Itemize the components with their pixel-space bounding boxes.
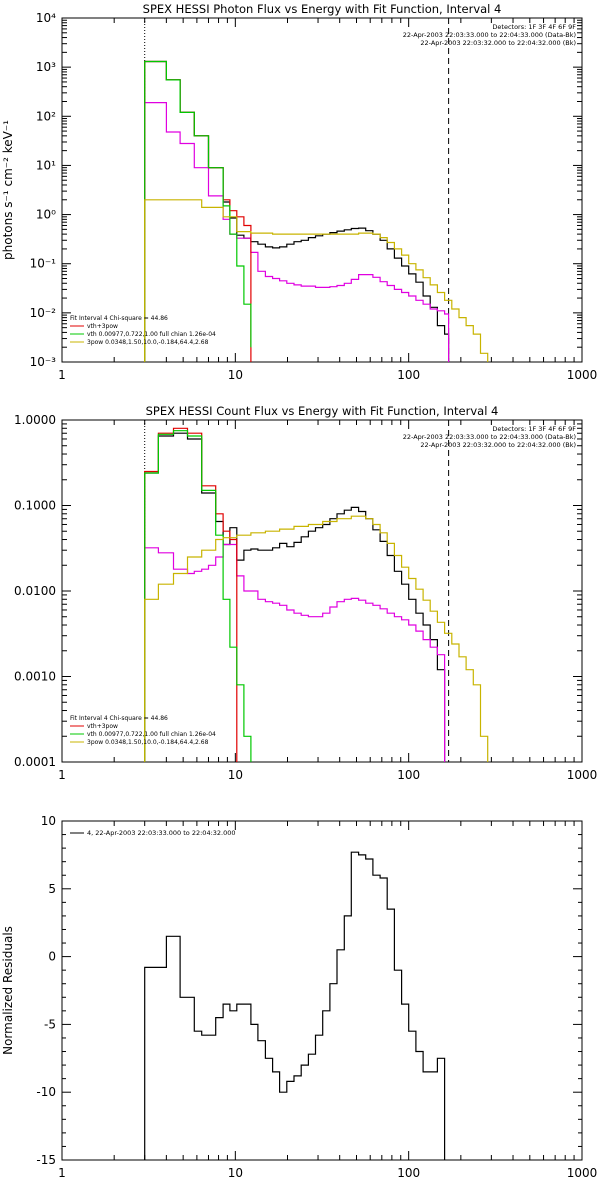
series-bk — [144, 102, 450, 362]
legend-label: vth 0.00977,0.722,1.00 full chian 1.26e-… — [87, 731, 216, 738]
y-tick-label: 0.0100 — [14, 584, 56, 598]
x-tick-label: 1 — [58, 1166, 66, 1180]
info-line: 22-Apr-2003 22:03:32.000 to 22:04:32.000… — [420, 441, 576, 449]
legend-label: 3pow 0.0348,1.50,10.0,-0.184,64.4,2.68 — [87, 739, 209, 746]
x-tick-label: 10 — [228, 768, 243, 782]
y-tick-label: 10⁰ — [36, 208, 56, 222]
y-tick-label: 1.0000 — [14, 413, 56, 427]
x-tick-label: 100 — [397, 1166, 420, 1180]
legend-header: Fit Interval 4 Chi-square = 44.86 — [70, 715, 168, 722]
series-vth — [144, 60, 252, 362]
y-tick-label: 0 — [48, 950, 56, 964]
plot-frame-3 — [61, 820, 583, 1161]
y-tick-label: 0.0010 — [14, 670, 56, 684]
y-tick-label: 0.0001 — [14, 755, 56, 769]
x-tick-label: 100 — [397, 368, 420, 382]
y-axis-label-3: Normalized Residuals — [1, 926, 15, 1055]
x-tick-label: 1 — [58, 368, 66, 382]
y-axis-label-1: photons s⁻¹ cm⁻² keV⁻¹ — [1, 120, 15, 260]
y-tick-label: 10² — [36, 109, 56, 123]
series-data-bk — [144, 432, 446, 762]
x-tick-label: 1000 — [567, 368, 598, 382]
y-tick-label: -15 — [36, 1153, 56, 1167]
y-tick-label: 10⁴ — [36, 11, 56, 25]
x-tick-label: 1000 — [567, 1166, 598, 1180]
x-tick-label: 10 — [228, 1166, 243, 1180]
info-line: 22-Apr-2003 22:03:33.000 to 22:04:33.000… — [403, 31, 576, 39]
plot-frame-2 — [61, 419, 583, 763]
series-data-bk — [144, 60, 450, 362]
info-line: Detectors: 1F 3F 4F 6F 9F — [492, 425, 576, 433]
y-tick-label: 5 — [48, 882, 56, 896]
y-tick-label: 10³ — [36, 60, 56, 74]
y-tick-label: -10 — [36, 1085, 56, 1099]
series-3pow — [144, 515, 489, 762]
series-vth — [144, 430, 252, 762]
legend-label: vth+3pow — [87, 323, 118, 330]
chart-title-1: SPEX HESSI Photon Flux vs Energy with Fi… — [143, 2, 502, 16]
series-3pow — [144, 199, 489, 362]
info-line: Detectors: 1F 3F 4F 6F 9F — [492, 23, 576, 31]
x-tick-label: 1000 — [567, 768, 598, 782]
legend-label: vth+3pow — [87, 723, 118, 730]
info-line: 22-Apr-2003 22:03:33.000 to 22:04:33.000… — [403, 433, 576, 441]
x-tick-label: 10 — [228, 368, 243, 382]
series-bk — [144, 543, 446, 762]
plot-frame-1 — [61, 17, 583, 363]
legend-header: Fit Interval 4 Chi-square = 44.86 — [70, 315, 168, 322]
legend-label: vth 0.00977,0.722,1.00 full chian 1.26e-… — [87, 331, 216, 338]
chart-title-2: SPEX HESSI Count Flux vs Energy with Fit… — [146, 404, 499, 418]
y-tick-label: 10¹ — [36, 158, 56, 172]
y-tick-label: 10⁻² — [30, 306, 57, 320]
x-tick-label: 100 — [397, 768, 420, 782]
info-line: 22-Apr-2003 22:03:32.000 to 22:04:32.000… — [420, 39, 576, 47]
series-residuals — [144, 851, 446, 1160]
legend-label: 4, 22-Apr-2003 22:03:33.000 to 22:04:32.… — [87, 829, 236, 837]
y-tick-label: -5 — [44, 1017, 56, 1031]
y-tick-label: 10 — [41, 814, 56, 828]
y-tick-label: 0.1000 — [14, 499, 56, 513]
legend-label: 3pow 0.0348,1.50,10.0,-0.184,64.4,2.68 — [87, 339, 209, 346]
y-tick-label: 10⁻³ — [30, 355, 57, 369]
y-tick-label: 10⁻¹ — [30, 257, 57, 271]
x-tick-label: 1 — [58, 768, 66, 782]
